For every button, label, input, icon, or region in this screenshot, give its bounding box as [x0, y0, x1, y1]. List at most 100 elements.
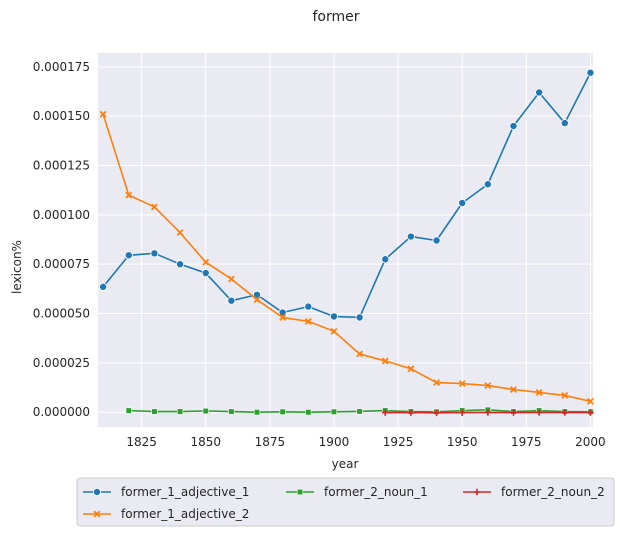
legend-marker	[296, 488, 304, 496]
data-point	[202, 407, 209, 415]
x-tick-label: 1950	[447, 435, 478, 449]
y-tick-label: 0.000000	[33, 405, 90, 419]
series-line	[102, 72, 592, 319]
legend-box	[76, 477, 615, 527]
x-tick-label: 1850	[190, 435, 221, 449]
legend-entry: former_2_noun_2	[463, 485, 605, 499]
x-tick-label: 1825	[126, 435, 157, 449]
data-point	[253, 409, 261, 416]
data-point	[560, 119, 569, 128]
data-point	[381, 409, 389, 416]
data-point	[125, 191, 133, 199]
data-point	[279, 314, 287, 321]
tick-labels: 1825 1850 1875 1900 1925 1950 1975 2000 0.000000…	[33, 60, 606, 449]
legend-entry: former_2_noun_1	[286, 485, 428, 499]
data-point	[433, 409, 440, 417]
legend-label: former_1_adjective_1	[121, 485, 249, 499]
series-layer	[99, 68, 595, 417]
data-point	[432, 236, 441, 245]
y-tick-label: 0.000175	[33, 60, 90, 74]
data-point	[587, 409, 594, 416]
data-point	[586, 397, 594, 405]
data-point	[561, 391, 569, 399]
data-point	[406, 232, 415, 241]
data-point	[535, 389, 543, 396]
data-point	[483, 180, 492, 189]
data-point	[99, 282, 108, 291]
data-point	[227, 275, 235, 283]
data-point	[407, 409, 415, 416]
data-point	[279, 408, 286, 415]
data-point	[253, 296, 261, 304]
data-point	[330, 327, 338, 335]
data-point	[535, 88, 544, 97]
legend-label: former_1_adjective_2	[121, 507, 249, 521]
data-point	[356, 350, 364, 358]
y-tick-label: 0.000050	[33, 307, 90, 321]
data-point	[150, 249, 159, 258]
data-point	[509, 122, 518, 131]
x-tick-label: 1900	[319, 435, 350, 449]
series-former_1_adjective_1	[99, 68, 595, 322]
data-point	[176, 229, 184, 237]
data-point	[510, 386, 517, 393]
series-former_2_noun_2	[381, 409, 594, 417]
data-point	[305, 409, 312, 416]
series-former_1_adjective_2	[99, 110, 594, 405]
data-point	[330, 408, 338, 415]
data-point	[407, 365, 415, 373]
x-tick-label: 1975	[511, 435, 542, 449]
data-point	[176, 408, 184, 415]
data-point	[176, 260, 185, 269]
y-tick-label: 0.000100	[33, 208, 90, 222]
data-point	[484, 382, 492, 389]
data-point	[356, 408, 363, 415]
data-point	[125, 407, 132, 414]
x-tick-label: 1875	[255, 435, 286, 449]
data-point	[561, 409, 569, 416]
data-point	[484, 409, 492, 416]
data-point	[227, 296, 236, 305]
legend-marker	[473, 488, 481, 496]
data-point	[458, 380, 466, 388]
x-axis-label: year	[332, 457, 359, 471]
data-point	[381, 255, 390, 264]
legend-label: former_2_noun_2	[501, 485, 605, 499]
data-point	[253, 290, 262, 299]
data-point	[355, 313, 364, 322]
x-tick-label: 2000	[575, 435, 606, 449]
data-point	[99, 110, 107, 118]
x-tick-label: 1925	[383, 435, 414, 449]
y-tick-label: 0.000025	[33, 356, 90, 370]
data-point	[510, 409, 517, 416]
data-point	[458, 409, 466, 416]
y-axis-label: lexicon%	[10, 240, 24, 294]
data-point	[228, 408, 235, 415]
legend-label: former_2_noun_1	[324, 485, 428, 499]
y-tick-label: 0.000125	[33, 158, 90, 172]
data-point	[304, 317, 312, 325]
data-point	[433, 379, 440, 387]
data-point	[304, 302, 313, 311]
data-point	[329, 312, 338, 321]
data-point	[535, 409, 543, 416]
data-point	[381, 357, 389, 365]
data-point	[278, 308, 287, 317]
legend-marker	[93, 487, 102, 496]
data-point	[150, 203, 158, 211]
series-line	[102, 113, 591, 403]
y-tick-label: 0.000150	[33, 109, 90, 123]
data-point	[151, 408, 158, 415]
data-point	[586, 68, 595, 77]
plot-area	[98, 53, 593, 427]
chart-title: former	[312, 9, 359, 25]
legend-marker	[93, 510, 101, 518]
data-point	[124, 251, 133, 260]
legend-entry: former_1_adjective_2	[83, 507, 249, 521]
data-point	[458, 198, 467, 207]
data-point	[201, 269, 210, 278]
legend-entry: former_1_adjective_1	[83, 485, 249, 499]
data-point	[202, 258, 210, 266]
legend: former_1_adjective_1 former_1_adjective_2…	[76, 477, 615, 527]
